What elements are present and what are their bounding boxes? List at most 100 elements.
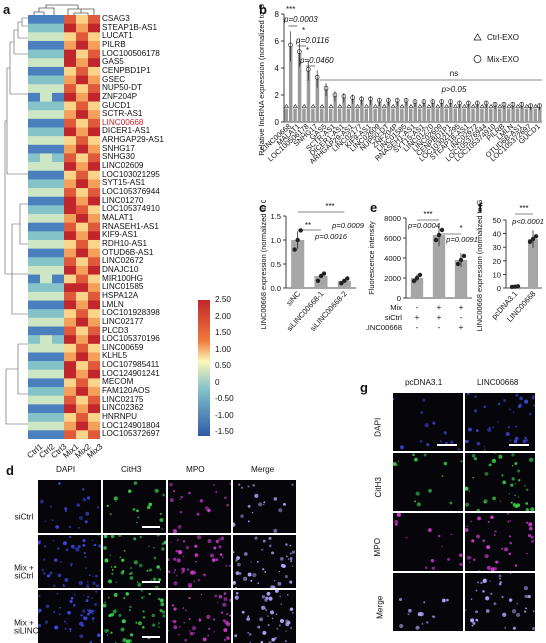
micrograph-cell [83, 551, 87, 555]
micrograph-cell [190, 570, 195, 575]
micrograph-cell [160, 602, 165, 607]
heatmap-cell [52, 361, 64, 371]
micrograph-cell [509, 541, 512, 545]
micrograph-cell [64, 577, 69, 583]
micrograph-cell [490, 567, 495, 571]
heatmap-cell [40, 170, 52, 180]
heatmap-cell [76, 214, 88, 223]
micrograph-cell [136, 509, 139, 513]
heatmap-gene-label: HSPA12A [102, 290, 139, 300]
micrograph-cell [118, 613, 122, 617]
chart-b-ns: ns [450, 69, 458, 78]
chart-b-bar-mix [315, 78, 320, 122]
heatmap-cell [88, 283, 100, 293]
micrograph-cell [233, 522, 236, 527]
heatmap-cell [52, 283, 64, 293]
micrograph-cell [109, 513, 112, 516]
heatmap-cell [88, 413, 100, 422]
micrograph-cell [487, 427, 492, 433]
chart-e-sig-2: * [459, 224, 462, 233]
micrograph-cell [82, 497, 87, 502]
micrograph-cell [213, 484, 215, 486]
heatmap-gene-label: SYT15-AS1 [102, 178, 146, 188]
micrograph-cell [506, 513, 510, 515]
heatmap-cell [76, 153, 88, 163]
micrograph-cell [115, 581, 118, 583]
heatmap-cell [52, 32, 64, 42]
micrograph-cell [254, 493, 259, 498]
heatmap-cell [52, 222, 64, 232]
micrograph-cell [510, 501, 513, 504]
heatmap-cell [76, 369, 88, 379]
micrograph-cell [58, 613, 61, 615]
micrograph-cell [508, 598, 513, 602]
micrograph-cell [158, 626, 160, 628]
micrograph-cell [279, 618, 284, 623]
micrograph-cell [38, 594, 41, 598]
heatmap-cell [28, 317, 40, 327]
chart-e-sig-1: *** [423, 210, 432, 219]
heatmap-cell [76, 127, 88, 137]
legend-tick-label: 0 [215, 377, 220, 387]
micrograph-cell [408, 608, 412, 613]
heatmap-cell [64, 15, 76, 24]
micrograph-cell [247, 572, 252, 577]
heatmap-cell [28, 291, 40, 301]
heatmap-gene-label: STEAP1B-AS1 [102, 22, 158, 32]
heatmap-dendrogram-left [4, 17, 28, 425]
chart-b-bar-ctrl [435, 108, 440, 122]
heatmap-cell [52, 274, 64, 284]
micrograph-cell [39, 499, 44, 504]
chart-b-bar-ctrl [480, 108, 484, 122]
micrograph-cell [179, 510, 183, 514]
micro-d-column-label: MPO [186, 465, 205, 474]
micrograph-cell [468, 427, 472, 432]
micrograph-cell [107, 596, 110, 599]
micrograph-cell [470, 618, 475, 623]
heatmap-cell [64, 352, 76, 362]
chart-b-point-ctrl [399, 103, 405, 108]
heatmap-cell [28, 58, 40, 68]
micrograph-cell [77, 526, 81, 530]
chart-e-ylabel: Fluorescence intensity [367, 221, 376, 295]
micrograph-cell [225, 565, 228, 567]
heatmap-cell [64, 361, 76, 371]
micrograph-cell [139, 535, 142, 539]
micrograph-cell [148, 568, 153, 572]
micrograph-cell [84, 616, 88, 621]
micrograph-cell [137, 516, 140, 519]
micrograph-cell [271, 551, 275, 555]
heatmap-cell [40, 49, 52, 59]
chart-b-point-ctrl [524, 103, 530, 108]
chart-b-bar-ctrl [471, 108, 475, 122]
micrograph-cell [118, 535, 122, 538]
micrograph-cell [514, 504, 518, 509]
micrograph-cell [77, 545, 81, 549]
heatmap-cell [40, 75, 52, 85]
micrograph-cell [197, 578, 201, 582]
heatmap-cell [88, 205, 100, 215]
micrograph-cell [163, 540, 166, 545]
heatmap-cell [76, 188, 88, 198]
micro-g-image [465, 513, 535, 571]
micrograph-cell [514, 564, 518, 567]
heatmap-cell [64, 118, 76, 128]
chart-b-ytick-label: 4 [275, 64, 280, 73]
micrograph-cell [135, 621, 138, 624]
micrograph-cell [106, 634, 108, 636]
scale-bar [142, 636, 160, 638]
micrograph-cell [407, 613, 410, 616]
micrograph-cell [475, 429, 479, 432]
micrograph-cell [151, 613, 156, 618]
heatmap-cell [64, 205, 76, 215]
micrograph-cell [482, 579, 487, 584]
micrograph-cell [111, 572, 114, 575]
heatmap-cell [28, 231, 40, 241]
micrograph-cell [476, 581, 480, 584]
micrograph-cell [482, 590, 485, 593]
micrograph-cell [222, 602, 227, 607]
micrograph-cell [229, 482, 231, 485]
micrograph-cell [526, 552, 528, 555]
legend-tick-label: 2.00 [215, 311, 231, 321]
heatmap-cell [40, 395, 52, 405]
